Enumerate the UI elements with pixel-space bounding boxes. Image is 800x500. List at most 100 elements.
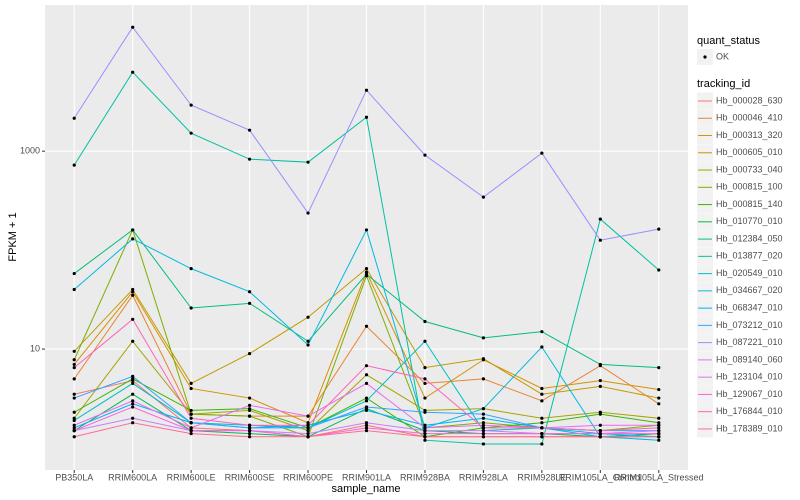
legend-label: Hb_129067_010 [716,389,783,399]
x-tick-label: RRIM105LA_Stressed [614,472,704,482]
legend-label: Hb_000605_010 [716,147,783,157]
data-point [247,407,252,411]
data-point [423,410,427,414]
data-point [131,402,135,406]
data-point [306,343,310,347]
data-point [72,423,76,427]
data-point [189,412,193,416]
data-point [247,301,252,305]
data-point [306,211,310,215]
data-point [247,396,252,400]
data-point [131,70,135,74]
data-point [598,379,602,383]
data-point [247,128,252,132]
data-point [306,339,310,343]
data-point [540,330,544,334]
data-point [481,416,486,420]
data-point [364,272,369,276]
legend-label: Hb_178389_010 [716,423,783,433]
data-point [306,414,310,418]
data-point [423,153,427,157]
x-axis-title: sample_name [331,483,400,495]
data-point [598,429,602,433]
data-point [131,317,135,321]
data-point [131,399,135,403]
data-point [598,238,602,242]
data-point [481,195,486,199]
data-point [423,423,427,427]
x-tick-label: RRIM600PE [283,472,333,482]
data-point [481,431,486,436]
data-point [189,431,193,436]
data-point [540,421,544,425]
data-point [423,431,427,436]
data-point [131,287,135,292]
data-point [540,442,544,446]
legend-label: Hb_000733_040 [716,164,783,174]
legend-label: Hb_012384_050 [716,233,783,243]
data-point [657,387,661,392]
data-point [189,421,193,425]
legend-label: Hb_000815_100 [716,182,783,192]
data-point [189,381,193,386]
x-tick-label: RRIM600LE [167,472,216,482]
data-point [306,435,310,439]
data-point [364,88,369,92]
data-point [306,160,310,164]
data-point [131,421,135,425]
data-point [540,435,544,439]
data-point [364,381,369,386]
data-point [247,423,252,427]
data-point [657,402,661,406]
data-point [481,357,486,361]
y-tick-label: 1000 [20,146,40,156]
legend-label: Hb_010770_010 [716,216,783,226]
data-point [306,429,310,433]
data-point [598,362,602,367]
data-point [131,228,135,232]
legend-label: Hb_034667_020 [716,285,783,295]
legend-label: Hb_000028_630 [716,95,783,105]
data-point [423,366,427,370]
data-point [364,426,369,430]
data-point [72,271,76,276]
data-point [72,410,76,414]
data-point [72,426,76,430]
data-point [364,429,369,433]
data-point [657,416,661,420]
data-point [657,435,661,439]
data-point [540,426,544,430]
data-point [364,364,369,368]
x-tick-label: RRIM600LA [108,472,157,482]
data-point [540,345,544,349]
data-point [189,103,193,107]
data-point [189,131,193,135]
data-point [481,426,486,430]
legend-label: Hb_123104_010 [716,372,783,382]
data-point [598,435,602,439]
data-point [364,396,369,400]
data-point [306,426,310,430]
legend-title: tracking_id [697,78,750,90]
data-point [131,374,135,378]
data-point [72,416,76,420]
data-point [364,228,369,232]
data-point [306,423,310,427]
data-point [423,426,427,430]
data-point [540,151,544,155]
data-point [131,237,135,241]
data-point [247,352,252,356]
data-point [481,407,486,411]
data-point [598,431,602,436]
data-point [72,429,76,433]
data-point [131,290,135,294]
data-point [481,412,486,416]
data-point [72,349,76,353]
legend-label: Hb_068347_010 [716,302,783,312]
data-point [131,377,135,381]
data-point [247,157,252,161]
data-point [657,421,661,425]
data-point [657,423,661,427]
data-point [423,377,427,381]
